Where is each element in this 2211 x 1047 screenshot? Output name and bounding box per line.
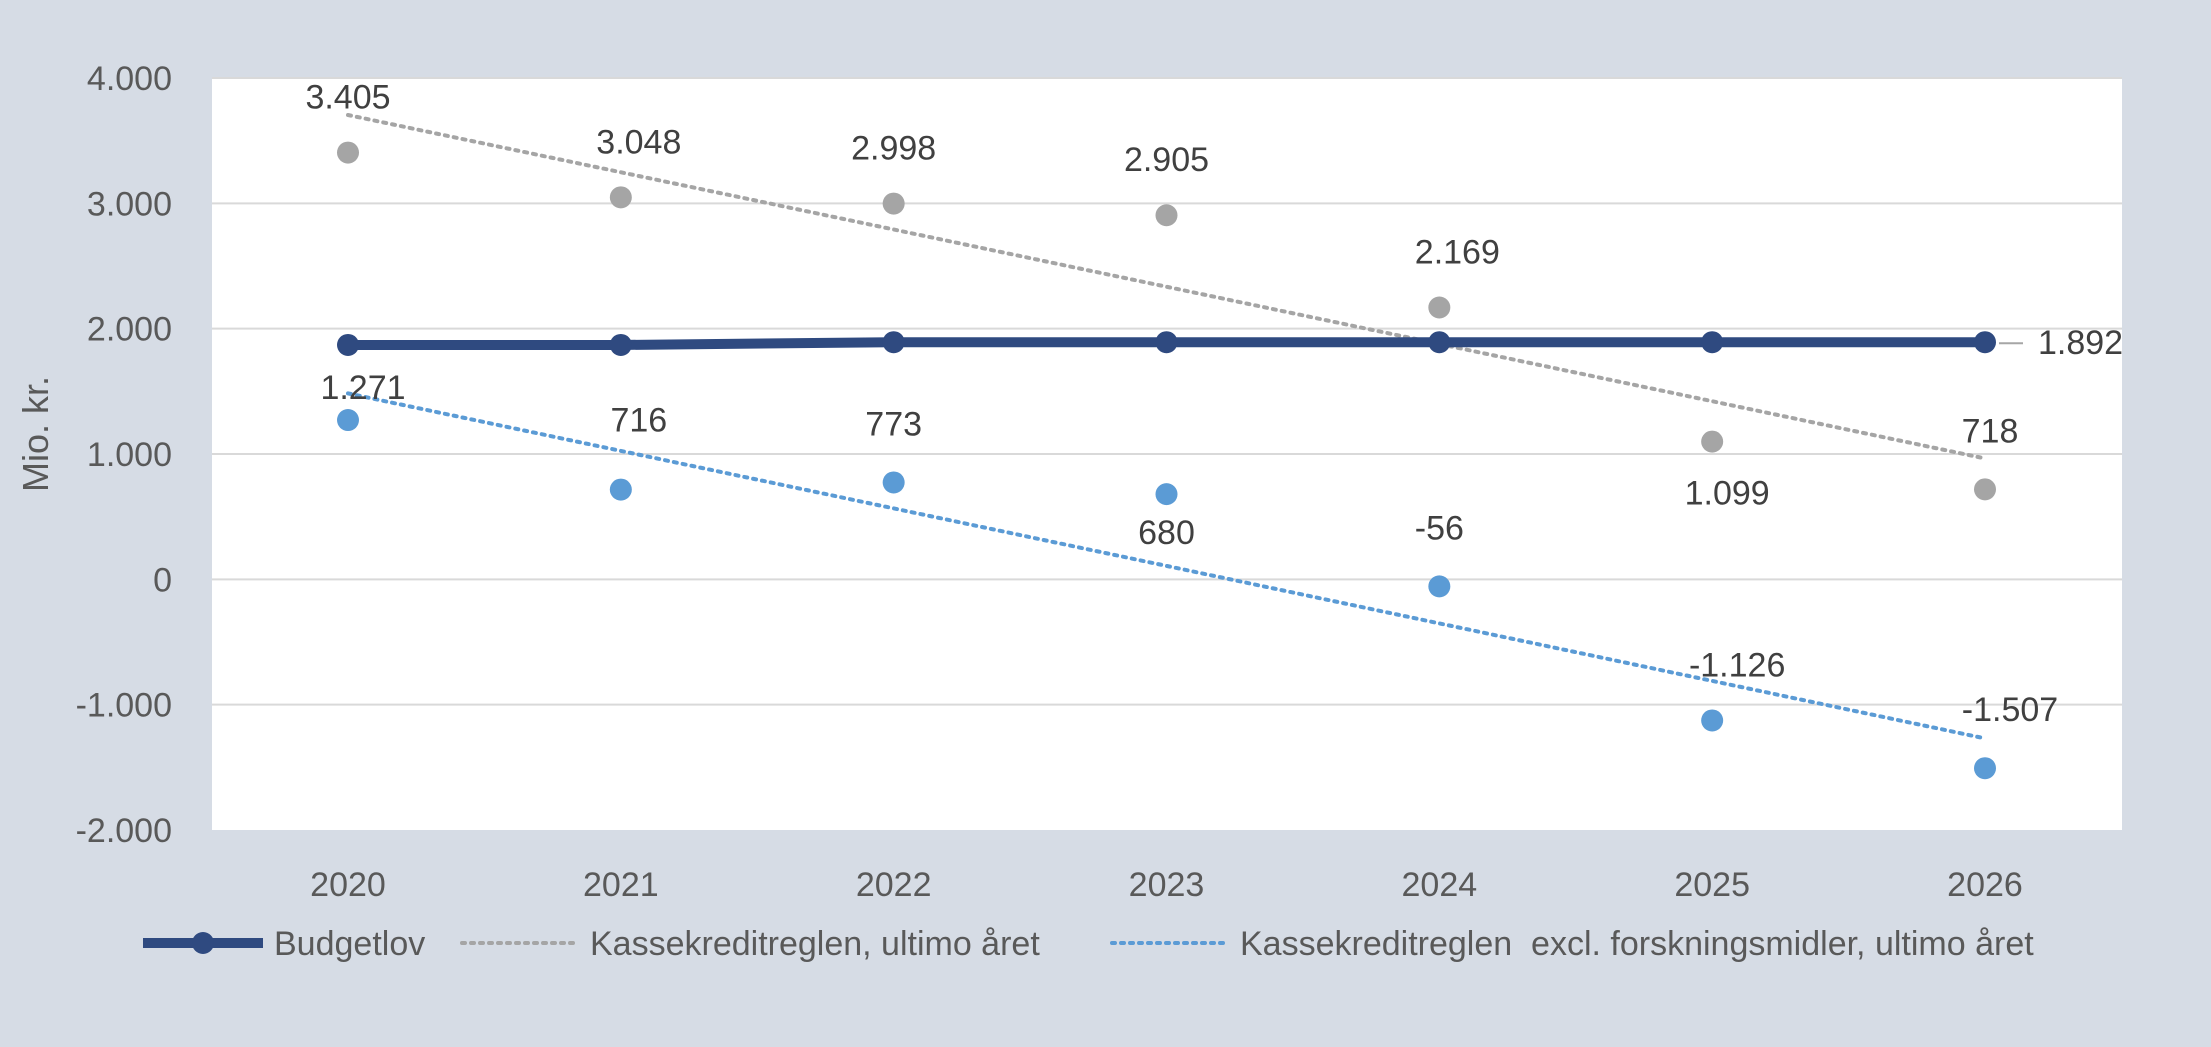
marker-kassekredit-excl (1974, 757, 1996, 780)
marker-kassekredit-excl (609, 478, 632, 501)
data-label-kassekredit: 1.099 (1685, 475, 1770, 513)
data-label-kassekredit: 2.998 (851, 130, 936, 168)
trendline-kassekredit (346, 113, 1987, 461)
data-label-kassekredit: 3.048 (596, 123, 681, 161)
marker-kassekredit-excl (882, 471, 905, 494)
marker-kassekredit (1974, 478, 1996, 501)
data-label-kassekredit-excl: 680 (1138, 514, 1195, 552)
data-label-kassekredit-excl: -1.507 (1962, 691, 2058, 729)
gridlines (212, 77, 2122, 706)
data-label-kassekredit-excl: 716 (610, 402, 667, 440)
y-tick-label: 3.000 (87, 185, 172, 223)
marker-kassekredit (1701, 430, 1724, 453)
y-axis-title: Mio. kr. (15, 376, 56, 492)
marker-budgetlov (337, 333, 359, 356)
legend-label-kassekredit: Kassekreditreglen, ultimo året (590, 925, 1040, 963)
data-label-kassekredit: 2.905 (1124, 141, 1209, 179)
x-tick-label: 2020 (310, 866, 386, 904)
x-tick-label: 2025 (1674, 866, 1750, 904)
marker-budgetlov (882, 331, 905, 354)
marker-kassekredit-excl (1155, 483, 1178, 506)
y-tick-label: -2.000 (76, 812, 172, 850)
x-tick-label: 2022 (856, 866, 932, 904)
y-tick-label: 4.000 (87, 60, 172, 98)
data-label-kassekredit-excl: 1.271 (320, 369, 405, 407)
y-tick-label: 1.000 (87, 436, 172, 474)
x-tick-label: 2021 (583, 866, 659, 904)
axes: -2.000 -1.000 0 1.000 2.000 3.000 4.000 2020 202… (76, 60, 2023, 904)
trendlines (346, 113, 1987, 741)
y-tick-label: 0 (153, 561, 172, 599)
marker-budgetlov (609, 333, 632, 356)
x-tick-label: 2026 (1947, 866, 2023, 904)
marker-budgetlov (1155, 331, 1178, 354)
y-tick-label: -1.000 (76, 687, 172, 725)
data-labels: 3.405 3.048 2.998 2.905 2.169 1.099 718 1.271 71… (305, 79, 2123, 730)
data-label-budgetlov: 1.892 (2038, 324, 2123, 362)
y-tick-label: 2.000 (87, 311, 172, 349)
data-label-kassekredit: 2.169 (1415, 233, 1500, 271)
legend: Budgetlov Kassekreditreglen, ultimo året K… (143, 925, 2034, 963)
marker-kassekredit (882, 192, 905, 215)
legend-marker-budgetlov (192, 932, 214, 954)
marker-kassekredit-excl (1428, 575, 1451, 598)
x-tick-label: 2024 (1402, 866, 1478, 904)
marker-budgetlov (1701, 331, 1724, 354)
legend-label-kassekredit-excl: Kassekreditreglen excl. forskningsmidler… (1240, 925, 2034, 963)
marker-kassekredit-excl (1701, 709, 1724, 732)
data-label-kassekredit: 3.405 (305, 79, 390, 117)
marker-budgetlov (1428, 331, 1451, 354)
data-label-kassekredit-excl: -1.126 (1689, 646, 1785, 684)
data-label-kassekredit-excl: -56 (1415, 509, 1464, 547)
marker-kassekredit (337, 141, 359, 164)
marker-kassekredit (1428, 296, 1451, 319)
trendline-kassekredit-excl (346, 391, 1987, 741)
series (337, 141, 1996, 780)
marker-budgetlov (1974, 331, 1996, 354)
x-tick-label: 2023 (1129, 866, 1205, 904)
marker-kassekredit (609, 186, 632, 209)
data-label-kassekredit: 718 (1962, 412, 2019, 450)
data-label-kassekredit-excl: 773 (865, 405, 922, 443)
marker-kassekredit (1155, 204, 1178, 227)
marker-kassekredit-excl (337, 409, 359, 432)
legend-label-budgetlov: Budgetlov (274, 925, 425, 963)
